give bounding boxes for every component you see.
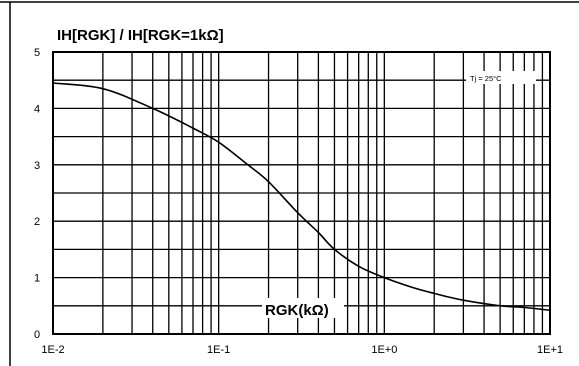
x-axis-title: RGK(kΩ) bbox=[265, 302, 329, 319]
x-tick-label: 1E+1 bbox=[537, 344, 563, 356]
y-tick-label: 2 bbox=[34, 216, 40, 228]
grid bbox=[52, 51, 550, 335]
y-tick-label: 4 bbox=[34, 103, 40, 115]
x-tick-label: 1E+0 bbox=[371, 344, 397, 356]
y-tick-label: 3 bbox=[34, 160, 40, 172]
series-line bbox=[52, 82, 551, 312]
annotation-bg bbox=[466, 71, 536, 84]
plot-area-border bbox=[52, 51, 551, 335]
annotation-text: Tj = 25°C bbox=[470, 74, 502, 83]
y-axis-title: IH[RGK] / IH[RGK=1kΩ] bbox=[57, 27, 224, 44]
x-tick-label: 1E-2 bbox=[41, 344, 64, 356]
y-tick-label: 5 bbox=[34, 47, 40, 59]
y-tick-label: 0 bbox=[34, 329, 40, 341]
x-axis-title-bg bbox=[262, 298, 344, 318]
x-tick-label: 1E-1 bbox=[207, 344, 230, 356]
tick-labels: 0 1 2 3 4 5 1E-2 1E-1 1E+0 1E+1 bbox=[34, 47, 563, 356]
y-tick-label: 1 bbox=[34, 273, 40, 285]
